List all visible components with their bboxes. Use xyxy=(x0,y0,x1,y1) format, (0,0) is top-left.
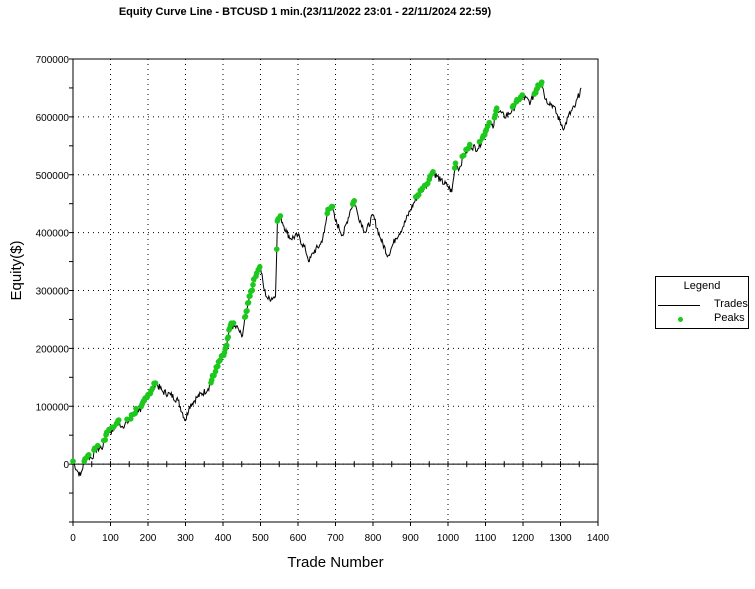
legend-title: Legend xyxy=(683,280,721,292)
peak-point xyxy=(249,287,256,294)
peak-point xyxy=(519,92,526,98)
peak-point xyxy=(132,410,139,417)
peak-point xyxy=(245,299,252,306)
peak-point xyxy=(250,281,256,288)
peak-point xyxy=(538,79,545,85)
x-tick-label: 0 xyxy=(70,533,76,544)
x-tick-label: 1300 xyxy=(549,533,572,544)
peak-point xyxy=(152,380,159,386)
peak-point xyxy=(212,368,219,375)
y-tick-label: 600000 xyxy=(36,113,70,124)
peaks-dot-swatch xyxy=(678,317,683,322)
peak-point xyxy=(256,264,263,270)
peak-point xyxy=(102,437,109,443)
trades-line-swatch xyxy=(658,305,700,306)
peak-point xyxy=(351,197,358,204)
peak-point xyxy=(277,213,284,219)
y-tick-label: 200000 xyxy=(36,344,70,355)
peak-point xyxy=(223,342,230,349)
x-tick-label: 500 xyxy=(252,533,269,544)
y-tick-label: 100000 xyxy=(36,402,70,413)
peak-point xyxy=(451,165,458,171)
peak-point xyxy=(460,152,467,159)
peak-point xyxy=(149,385,156,392)
plot-frame xyxy=(72,58,599,523)
peak-point xyxy=(214,363,221,370)
x-tick-label: 100 xyxy=(102,533,119,544)
peak-point xyxy=(415,191,422,198)
y-axis-label: Equity($) xyxy=(8,240,25,300)
peak-point xyxy=(493,105,500,111)
y-tick-label: 500000 xyxy=(36,171,70,182)
peak-point xyxy=(466,141,473,148)
peak-point xyxy=(133,405,139,412)
x-tick-label: 1100 xyxy=(475,533,497,544)
y-tick-label: 0 xyxy=(63,460,69,471)
legend-item-peaks: Peaks xyxy=(656,312,748,326)
peak-point xyxy=(217,357,223,364)
peak-point xyxy=(244,308,250,314)
x-tick-label: 400 xyxy=(215,533,232,544)
peak-point xyxy=(430,169,436,175)
chart-title: Equity Curve Line - BTCUSD 1 min.(23/11/… xyxy=(118,6,492,18)
peak-point xyxy=(486,119,493,126)
peak-point xyxy=(492,112,499,118)
peak-point xyxy=(94,442,101,449)
peak-point xyxy=(115,417,122,423)
peak-point xyxy=(273,246,280,252)
peak-point xyxy=(225,334,232,340)
x-tick-label: 300 xyxy=(177,533,194,544)
peak-point xyxy=(208,377,215,383)
peak-point xyxy=(329,203,336,210)
legend-label-trades: Trades xyxy=(714,298,748,310)
peak-point xyxy=(85,452,92,458)
x-tick-label: 1000 xyxy=(437,533,460,544)
y-tick-label: 400000 xyxy=(36,229,70,240)
peak-point xyxy=(70,458,76,465)
y-tick-label: 700000 xyxy=(36,55,70,66)
y-tick-label: 300000 xyxy=(36,287,70,298)
legend-label-peaks: Peaks xyxy=(714,312,745,324)
trades-line xyxy=(72,82,582,477)
peak-point xyxy=(476,138,483,145)
peak-point xyxy=(452,160,459,166)
peak-point xyxy=(510,102,517,109)
x-tick-label: 1200 xyxy=(512,533,535,544)
legend: Legend Trades Peaks xyxy=(655,276,749,329)
legend-item-trades: Trades xyxy=(656,298,748,312)
x-tick-label: 700 xyxy=(327,533,344,544)
x-tick-label: 200 xyxy=(140,533,157,544)
peak-point xyxy=(242,313,249,320)
x-tick-label: 800 xyxy=(365,533,382,544)
peak-point xyxy=(230,320,237,326)
x-tick-label: 900 xyxy=(402,533,419,544)
peak-point xyxy=(247,293,253,299)
x-tick-label: 1400 xyxy=(587,533,610,544)
x-axis-label: Trade Number xyxy=(287,554,383,571)
x-tick-label: 600 xyxy=(290,533,307,544)
